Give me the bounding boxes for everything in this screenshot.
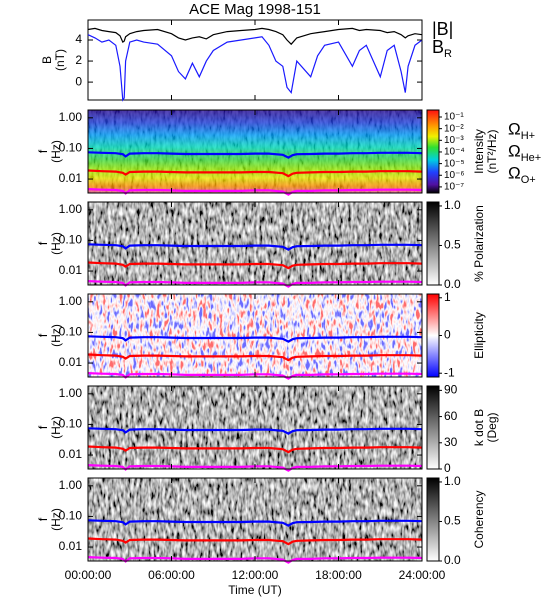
x-tick-label: 24:00:00	[399, 568, 446, 582]
y-tick-label: 1.00	[59, 478, 83, 492]
y-tick-label: 1.00	[59, 294, 83, 308]
gyrofrequency-line	[87, 519, 423, 527]
colorbar	[426, 201, 440, 286]
gyrofrequency-line	[87, 537, 423, 546]
colorbar-tick-label: 0	[444, 461, 451, 475]
colorbar-label: (nT²/Hz)	[485, 130, 499, 174]
y-tick-label: 0.10	[59, 233, 83, 247]
gyrofrequency-line	[87, 445, 423, 454]
data-line	[87, 34, 423, 102]
colorbar-tick-label: 0.0	[444, 277, 461, 291]
y-tick-label: 0.10	[59, 417, 83, 431]
colorbar	[426, 477, 440, 562]
spectrogram-image	[88, 202, 422, 285]
y-tick-label: 0.01	[59, 263, 83, 277]
colorbar-tick-label: 1.0	[444, 198, 461, 212]
y-tick-label: 0.01	[59, 355, 83, 369]
y-tick-label: 0	[75, 74, 82, 88]
colorbar-tick-label: 90	[444, 383, 458, 397]
y-axis-label: B	[40, 56, 54, 64]
y-axis-label: (Hz)	[49, 416, 63, 439]
colorbar-tick-label: 1.0	[444, 474, 461, 488]
colorbar-tick-label: 0.5	[444, 514, 461, 528]
gyrofrequency-line	[87, 427, 423, 435]
y-tick-label: 0.01	[59, 539, 83, 553]
colorbar-tick-label: 0.0	[444, 553, 461, 567]
colorbar-tick-label: -1	[444, 365, 455, 379]
colorbar	[426, 293, 440, 378]
colorbar-tick-label: 0.5	[444, 238, 461, 252]
x-axis-label: Time (UT)	[228, 583, 282, 597]
y-tick-label: 0.10	[59, 325, 83, 339]
colorbar-tick-label: 30	[444, 435, 458, 449]
colorbar-tick-label: 10⁻⁶	[444, 170, 465, 181]
y-tick-label: 0.10	[59, 509, 83, 523]
x-tick-label: 18:00:00	[315, 568, 362, 582]
data-line	[87, 27, 423, 46]
y-axis-label: f	[36, 149, 50, 153]
y-axis-label: f	[36, 333, 50, 337]
colorbar-label: % Polarization	[472, 205, 486, 282]
colorbar-tick-label: 10⁻⁵	[444, 158, 465, 169]
colorbar	[426, 385, 440, 470]
colorbar-tick-label: 10⁻⁷	[444, 182, 464, 193]
gyrofrequency-line	[87, 151, 423, 159]
y-tick-label: 0.01	[59, 447, 83, 461]
colorbar-tick-label: 10⁻¹	[444, 112, 464, 123]
gyrofrequency-line	[87, 261, 423, 270]
y-axis-label: f	[36, 517, 50, 521]
y-axis-label: (nT)	[53, 49, 67, 71]
colorbar-tick-label: 10⁻²	[444, 123, 464, 134]
chart-title: ACE Mag 1998-151	[189, 1, 321, 18]
spectrogram-image	[88, 478, 422, 561]
y-axis-label: (Hz)	[49, 140, 63, 163]
colorbar-tick-label: 1	[444, 290, 451, 304]
y-axis-label: f	[36, 241, 50, 245]
y-tick-label: 1.00	[59, 386, 83, 400]
colorbar-label: (Deg)	[485, 412, 499, 442]
gyrofrequency-line	[87, 243, 423, 251]
legend-label: ΩHe+	[508, 141, 541, 163]
legend-label: |B|	[432, 19, 453, 39]
colorbar-label: Intensity	[472, 129, 486, 174]
y-tick-label: 1.00	[59, 110, 83, 124]
y-tick-label: 0.01	[59, 171, 83, 185]
y-axis-label: (Hz)	[49, 508, 63, 531]
y-axis-label: (Hz)	[49, 324, 63, 347]
legend-label: ΩO+	[508, 163, 536, 185]
spectrogram-image	[88, 386, 422, 469]
colorbar-tick-label: 10⁻³	[444, 135, 464, 146]
gyrofrequency-line	[87, 169, 423, 178]
legend-label: ΩH+	[508, 119, 535, 141]
y-tick-label: 0.10	[59, 141, 83, 155]
colorbar	[426, 109, 440, 194]
colorbar-tick-label: 0	[444, 328, 451, 342]
x-tick-label: 06:00:00	[148, 568, 195, 582]
spectrogram-texture	[88, 110, 422, 193]
colorbar-label: k dot B	[472, 409, 486, 446]
legend-label: BR	[432, 37, 452, 60]
gyrofrequency-line	[87, 353, 423, 362]
x-tick-label: 12:00:00	[232, 568, 279, 582]
y-tick-label: 4	[75, 32, 82, 46]
colorbar-label: Ellipticity	[472, 312, 486, 359]
colorbar-tick-label: 60	[444, 409, 458, 423]
colorbar-tick-label: 10⁻⁴	[444, 147, 465, 158]
x-tick-label: 00:00:00	[65, 568, 112, 582]
y-tick-label: 2	[75, 53, 82, 67]
spectrogram-image	[88, 294, 422, 377]
gyrofrequency-line	[87, 335, 423, 343]
y-tick-label: 1.00	[59, 202, 83, 216]
colorbar-label: Coherency	[472, 490, 486, 548]
y-axis-label: f	[36, 425, 50, 429]
plot-area	[87, 19, 423, 101]
y-axis-label: (Hz)	[49, 232, 63, 255]
